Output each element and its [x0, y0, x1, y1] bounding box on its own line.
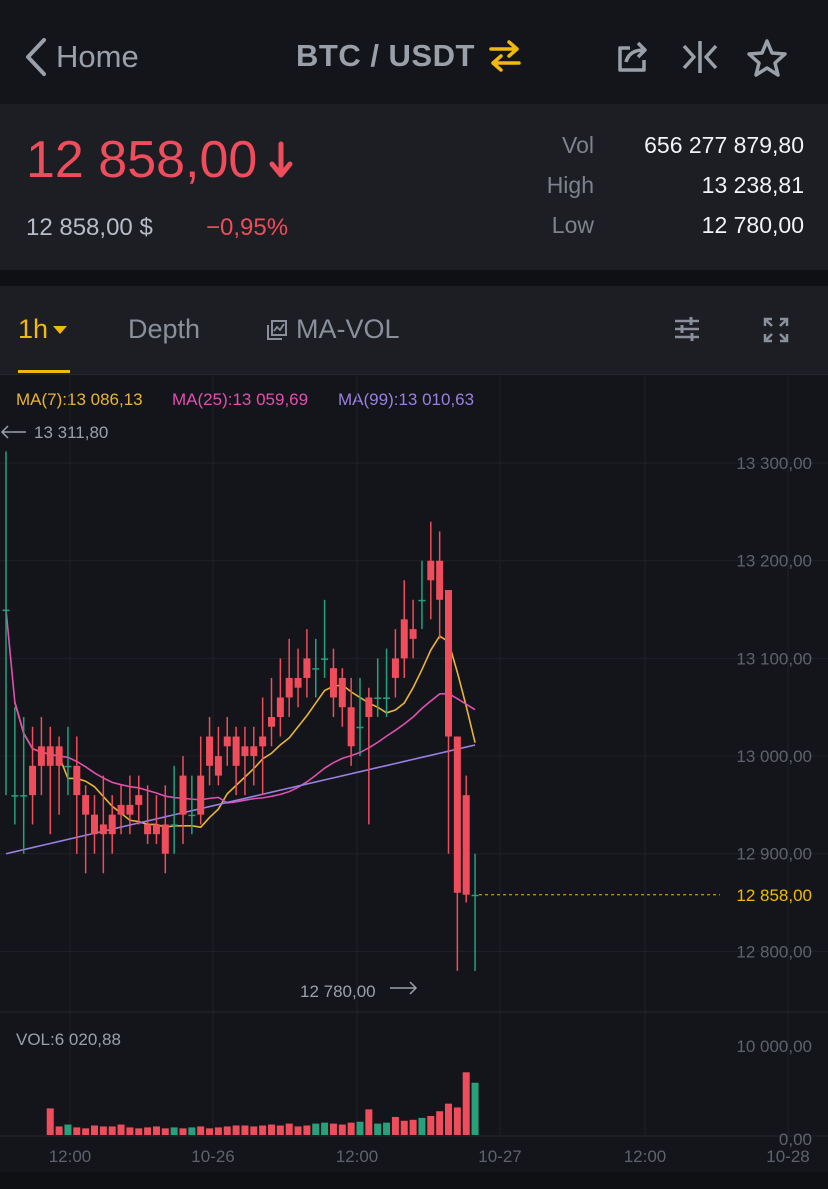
usd-price: 12 858,00 $ [26, 214, 153, 241]
compare-button[interactable] [680, 38, 720, 81]
chevron-left-icon [26, 38, 46, 76]
tab-interval-label: 1h [18, 314, 49, 344]
star-icon [747, 39, 787, 77]
ticker-header: 12 858,00 12 858,00 $ −0,95% Vol 656 277… [0, 104, 828, 270]
fullscreen-icon [763, 317, 789, 343]
stat-row: Vol 656 277 879,80 [534, 132, 804, 172]
ma7-legend: MA(7):13 086,13 [16, 390, 143, 409]
share-button[interactable] [614, 38, 652, 81]
sliders-icon [675, 317, 699, 341]
active-tab-indicator [18, 370, 70, 373]
top-bar: Home BTC / USDT [0, 0, 828, 104]
indicator-icon [267, 319, 287, 340]
fullscreen-button[interactable] [762, 316, 790, 349]
stat-label: Vol [562, 132, 594, 158]
section-divider [0, 270, 828, 286]
stat-value: 12 780,00 [701, 212, 804, 238]
stat-label: Low [551, 212, 594, 238]
arrow-down-icon [269, 141, 293, 178]
stat-row: Low 12 780,00 [534, 212, 804, 252]
stat-value: 656 277 879,80 [644, 132, 804, 158]
chart-settings-button[interactable] [672, 314, 702, 349]
ma99-legend: MA(99):13 010,63 [338, 390, 475, 409]
ticker-stats: Vol 656 277 879,80 High 13 238,81 Low 12… [534, 132, 804, 252]
last-price-value: 12 858,00 [26, 131, 258, 189]
tab-interval[interactable]: 1h [18, 314, 68, 345]
tab-depth-label: Depth [128, 314, 201, 344]
tab-depth[interactable]: Depth [128, 314, 200, 345]
tab-indicator-label: MA-VOL [296, 314, 400, 344]
compare-icon [682, 41, 718, 73]
last-price: 12 858,00 [26, 130, 293, 190]
caret-down-icon [53, 325, 68, 334]
favorite-button[interactable] [746, 38, 788, 83]
pair-selector[interactable]: BTC / USDT [296, 38, 523, 74]
stat-row: High 13 238,81 [534, 172, 804, 212]
back-label: Home [56, 39, 139, 74]
tab-indicator[interactable]: MA-VOL [266, 314, 400, 345]
chart-toolbar: 1h Depth MA-VOL [0, 286, 828, 375]
pair-title: BTC / USDT [296, 38, 475, 73]
stat-label: High [546, 172, 594, 198]
price-change: −0,95% [206, 214, 289, 241]
swap-arrows-icon [489, 40, 521, 72]
share-icon [618, 41, 647, 72]
bottom-strip [0, 1172, 828, 1189]
ma25-legend: MA(25):13 059,69 [172, 390, 309, 409]
stat-value: 13 238,81 [701, 172, 804, 198]
back-button[interactable]: Home [22, 36, 139, 78]
chart-area[interactable] [0, 375, 828, 1189]
